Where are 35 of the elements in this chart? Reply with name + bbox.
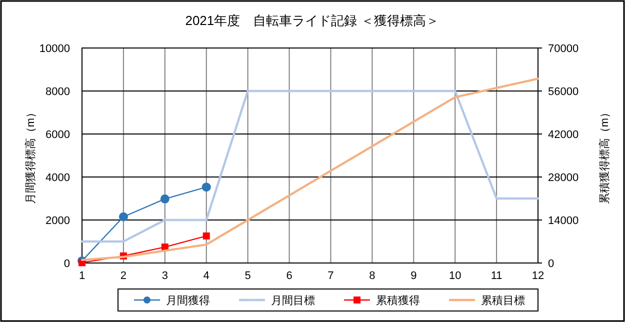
y2-tick-label: 0 bbox=[548, 258, 554, 270]
point bbox=[202, 232, 210, 240]
y2-tick-label: 28000 bbox=[548, 172, 579, 184]
point bbox=[160, 194, 170, 204]
x-tick-label: 11 bbox=[490, 270, 502, 282]
y-tick-label: 8000 bbox=[46, 86, 70, 98]
y-tick-label: 4000 bbox=[46, 172, 70, 184]
chart-title: 2021年度 自転車ライド記録 ＜獲得標高＞ bbox=[185, 13, 439, 28]
y-axis-title: 月間獲得標高（m） bbox=[24, 106, 37, 204]
y-tick-label: 0 bbox=[64, 258, 70, 270]
point bbox=[202, 182, 211, 192]
x-tick-label: 7 bbox=[328, 270, 334, 282]
x-tick-label: 4 bbox=[203, 270, 210, 282]
x-tick-label: 10 bbox=[448, 270, 462, 282]
x-tick-label: 2 bbox=[120, 270, 127, 282]
y2-tick-label: 70000 bbox=[548, 43, 579, 55]
legend-label: 月間獲得 bbox=[166, 295, 210, 307]
y2-tick-label: 42000 bbox=[548, 129, 579, 141]
y-tick-label: 10000 bbox=[39, 43, 70, 55]
x-tick-label: 5 bbox=[244, 270, 251, 282]
legend-label: 月間目標 bbox=[271, 295, 315, 307]
x-tick-label: 12 bbox=[532, 270, 544, 282]
x-tick-label: 8 bbox=[369, 270, 376, 282]
legend-label: 累積目標 bbox=[481, 295, 525, 307]
y2-axis-title: 累積獲得標高（m） bbox=[598, 106, 611, 204]
point bbox=[118, 212, 128, 222]
y2-tick-label: 56000 bbox=[548, 86, 579, 98]
x-tick-label: 3 bbox=[162, 270, 168, 282]
y2-tick-label: 14000 bbox=[548, 215, 579, 227]
x-tick-label: 9 bbox=[410, 270, 417, 282]
x-tick-label: 6 bbox=[286, 270, 292, 282]
x-tick-label: 1 bbox=[78, 270, 86, 282]
y-tick-label: 2000 bbox=[46, 215, 70, 227]
y-tick-label: 6000 bbox=[46, 129, 70, 141]
legend-label: 累積獲得 bbox=[376, 295, 420, 307]
